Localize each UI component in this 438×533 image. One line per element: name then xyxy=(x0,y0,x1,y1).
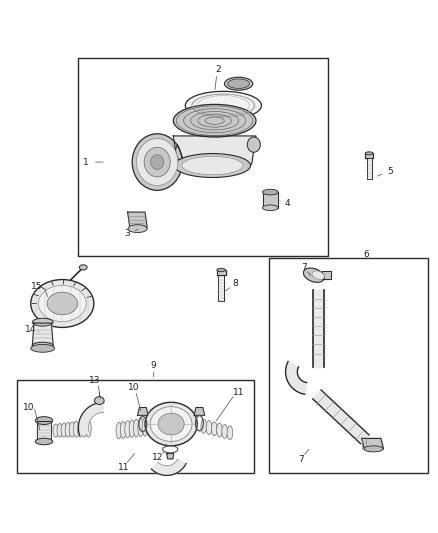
Bar xyxy=(17,379,254,473)
Text: 3: 3 xyxy=(125,229,131,238)
Ellipse shape xyxy=(142,418,148,436)
Ellipse shape xyxy=(227,426,233,440)
Polygon shape xyxy=(167,454,174,459)
Polygon shape xyxy=(78,402,104,435)
Ellipse shape xyxy=(128,225,147,232)
Ellipse shape xyxy=(151,155,164,169)
Polygon shape xyxy=(152,459,186,475)
Ellipse shape xyxy=(312,271,325,279)
Bar xyxy=(269,258,428,473)
Bar xyxy=(78,58,328,256)
Ellipse shape xyxy=(125,421,131,438)
Ellipse shape xyxy=(132,134,182,190)
Text: 6: 6 xyxy=(363,250,369,259)
Ellipse shape xyxy=(217,268,226,272)
Ellipse shape xyxy=(147,417,152,435)
Ellipse shape xyxy=(31,279,94,327)
Polygon shape xyxy=(313,390,369,444)
Polygon shape xyxy=(173,136,256,164)
Polygon shape xyxy=(37,421,51,441)
Polygon shape xyxy=(138,408,148,415)
Text: 7: 7 xyxy=(298,455,304,464)
Polygon shape xyxy=(32,323,53,346)
Ellipse shape xyxy=(32,342,53,349)
Text: 14: 14 xyxy=(25,325,36,334)
Ellipse shape xyxy=(137,139,178,185)
Ellipse shape xyxy=(65,423,71,437)
Text: 10: 10 xyxy=(128,383,140,392)
Ellipse shape xyxy=(39,286,86,321)
Ellipse shape xyxy=(32,318,53,326)
Ellipse shape xyxy=(217,423,222,437)
Text: 2: 2 xyxy=(215,65,221,74)
Ellipse shape xyxy=(129,420,135,438)
Ellipse shape xyxy=(47,292,78,315)
Ellipse shape xyxy=(224,77,253,90)
Ellipse shape xyxy=(206,421,212,434)
Text: 11: 11 xyxy=(233,388,244,397)
Polygon shape xyxy=(175,144,184,171)
Ellipse shape xyxy=(158,413,184,435)
Text: 5: 5 xyxy=(387,167,393,176)
Ellipse shape xyxy=(31,344,55,352)
Text: 8: 8 xyxy=(233,279,238,288)
Ellipse shape xyxy=(81,420,87,437)
Polygon shape xyxy=(194,408,205,415)
Ellipse shape xyxy=(185,91,261,119)
Ellipse shape xyxy=(79,265,87,270)
Polygon shape xyxy=(367,158,372,180)
Text: 11: 11 xyxy=(118,463,130,472)
Ellipse shape xyxy=(262,205,278,211)
Polygon shape xyxy=(217,270,226,275)
Ellipse shape xyxy=(262,189,278,195)
Ellipse shape xyxy=(120,422,126,438)
Text: 10: 10 xyxy=(23,403,34,413)
Ellipse shape xyxy=(304,268,325,282)
Ellipse shape xyxy=(69,422,75,437)
Ellipse shape xyxy=(173,104,256,137)
Polygon shape xyxy=(322,271,331,279)
Polygon shape xyxy=(262,192,278,208)
Ellipse shape xyxy=(35,438,53,445)
Text: 9: 9 xyxy=(151,361,157,370)
Ellipse shape xyxy=(95,397,104,405)
Ellipse shape xyxy=(78,421,83,437)
Text: 4: 4 xyxy=(285,199,290,208)
Ellipse shape xyxy=(201,419,207,433)
Ellipse shape xyxy=(116,422,122,439)
Ellipse shape xyxy=(138,418,144,437)
Ellipse shape xyxy=(53,424,59,437)
Ellipse shape xyxy=(61,423,67,437)
Ellipse shape xyxy=(134,419,139,437)
Ellipse shape xyxy=(228,79,250,88)
Polygon shape xyxy=(362,439,384,449)
Text: 12: 12 xyxy=(152,453,163,462)
Ellipse shape xyxy=(73,421,79,437)
Ellipse shape xyxy=(85,419,91,437)
Ellipse shape xyxy=(365,152,373,155)
Text: 13: 13 xyxy=(89,376,101,385)
Polygon shape xyxy=(365,154,373,158)
Ellipse shape xyxy=(364,446,383,452)
Ellipse shape xyxy=(144,147,170,177)
Ellipse shape xyxy=(57,424,63,437)
Polygon shape xyxy=(286,361,307,394)
Text: 15: 15 xyxy=(32,281,43,290)
Ellipse shape xyxy=(174,154,251,177)
Polygon shape xyxy=(127,212,147,228)
Polygon shape xyxy=(218,275,224,301)
Ellipse shape xyxy=(182,156,243,175)
Ellipse shape xyxy=(150,407,192,441)
Ellipse shape xyxy=(247,137,260,152)
Ellipse shape xyxy=(35,417,53,424)
Ellipse shape xyxy=(145,402,197,446)
Text: 1: 1 xyxy=(83,158,89,166)
Ellipse shape xyxy=(212,422,217,436)
Ellipse shape xyxy=(222,424,227,439)
Text: 7: 7 xyxy=(301,263,307,272)
